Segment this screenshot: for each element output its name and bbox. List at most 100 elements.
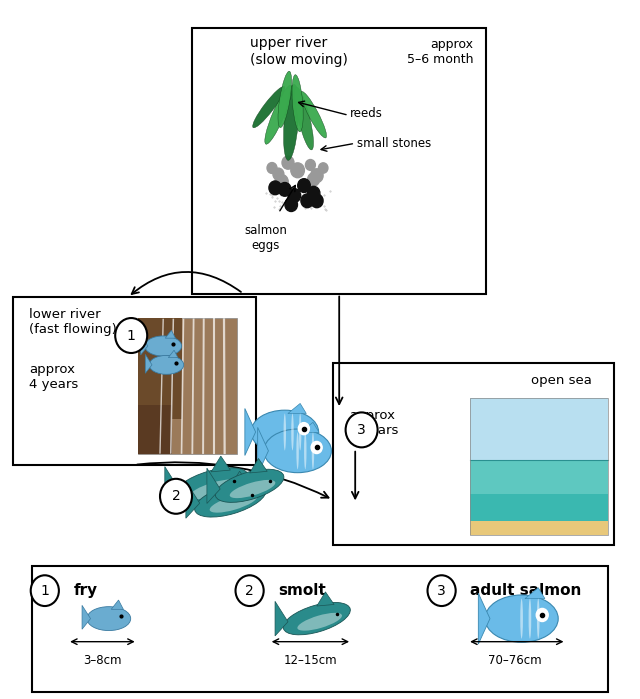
Text: salmon
eggs: salmon eggs	[244, 224, 287, 252]
Polygon shape	[141, 335, 148, 355]
Ellipse shape	[292, 75, 303, 132]
Polygon shape	[288, 403, 307, 414]
Ellipse shape	[174, 468, 248, 504]
Circle shape	[305, 159, 316, 171]
Text: lower river
(fast flowing): lower river (fast flowing)	[29, 308, 116, 336]
Polygon shape	[145, 354, 152, 373]
FancyBboxPatch shape	[138, 405, 172, 454]
Polygon shape	[207, 468, 220, 503]
Ellipse shape	[291, 414, 294, 450]
Polygon shape	[317, 592, 334, 606]
Circle shape	[269, 181, 282, 195]
Ellipse shape	[296, 433, 299, 469]
Polygon shape	[211, 456, 230, 472]
Polygon shape	[165, 331, 175, 338]
Polygon shape	[82, 605, 91, 629]
Text: fry: fry	[74, 583, 98, 598]
Polygon shape	[250, 459, 268, 473]
Ellipse shape	[251, 410, 319, 454]
Circle shape	[291, 163, 305, 178]
Text: 12–15cm: 12–15cm	[284, 654, 337, 668]
Ellipse shape	[195, 482, 266, 517]
Circle shape	[273, 168, 284, 180]
Polygon shape	[245, 408, 255, 456]
Text: upper river
(slow moving): upper river (slow moving)	[250, 36, 348, 66]
Circle shape	[319, 163, 328, 173]
Ellipse shape	[301, 92, 326, 138]
Polygon shape	[230, 471, 249, 487]
Circle shape	[301, 194, 314, 208]
Ellipse shape	[299, 414, 301, 450]
Text: 2: 2	[245, 584, 254, 598]
Circle shape	[307, 187, 320, 200]
FancyBboxPatch shape	[192, 28, 486, 294]
FancyBboxPatch shape	[13, 297, 256, 465]
FancyArrowPatch shape	[336, 296, 342, 404]
Ellipse shape	[189, 480, 239, 499]
Text: smolt: smolt	[278, 583, 326, 598]
Ellipse shape	[294, 87, 314, 150]
Text: 3: 3	[357, 423, 366, 437]
Text: approx
4 years: approx 4 years	[29, 363, 78, 391]
Ellipse shape	[537, 598, 540, 639]
Ellipse shape	[298, 613, 342, 630]
Ellipse shape	[312, 433, 314, 469]
Ellipse shape	[210, 493, 257, 512]
Ellipse shape	[265, 85, 292, 144]
Circle shape	[310, 168, 323, 182]
FancyBboxPatch shape	[470, 521, 608, 535]
Circle shape	[288, 189, 301, 202]
Ellipse shape	[529, 598, 531, 639]
Polygon shape	[111, 600, 124, 610]
FancyBboxPatch shape	[32, 566, 608, 692]
FancyArrowPatch shape	[137, 462, 328, 498]
FancyBboxPatch shape	[138, 318, 237, 454]
Circle shape	[115, 318, 147, 353]
Polygon shape	[186, 482, 200, 518]
Ellipse shape	[520, 598, 523, 639]
Ellipse shape	[278, 71, 292, 128]
Polygon shape	[165, 467, 179, 505]
Text: 2: 2	[172, 489, 180, 503]
Ellipse shape	[284, 85, 299, 160]
Circle shape	[346, 412, 378, 447]
Polygon shape	[478, 593, 490, 644]
Circle shape	[278, 182, 291, 196]
Circle shape	[311, 442, 322, 454]
FancyBboxPatch shape	[470, 460, 608, 493]
Circle shape	[308, 173, 319, 186]
FancyBboxPatch shape	[470, 493, 608, 521]
Ellipse shape	[149, 355, 184, 375]
Text: 3: 3	[437, 584, 446, 598]
FancyArrowPatch shape	[352, 452, 358, 498]
Circle shape	[298, 179, 310, 192]
Ellipse shape	[87, 607, 131, 630]
Text: approx
5–6 month: approx 5–6 month	[407, 38, 474, 66]
Circle shape	[31, 575, 59, 606]
FancyArrowPatch shape	[132, 272, 241, 294]
FancyBboxPatch shape	[138, 318, 182, 419]
Circle shape	[267, 163, 277, 173]
Circle shape	[298, 423, 309, 435]
Text: small stones: small stones	[357, 137, 431, 150]
Ellipse shape	[485, 595, 558, 642]
Circle shape	[536, 608, 548, 621]
Text: 1: 1	[40, 584, 49, 598]
Ellipse shape	[304, 433, 307, 469]
Ellipse shape	[284, 414, 286, 450]
Circle shape	[275, 175, 288, 189]
Polygon shape	[275, 601, 288, 636]
Text: approx
5 years: approx 5 years	[349, 409, 398, 437]
Ellipse shape	[253, 86, 285, 128]
Circle shape	[285, 198, 298, 212]
Circle shape	[428, 575, 456, 606]
Polygon shape	[525, 588, 545, 598]
Text: open sea: open sea	[531, 374, 592, 387]
Ellipse shape	[284, 603, 350, 635]
Circle shape	[282, 156, 294, 169]
FancyBboxPatch shape	[333, 363, 614, 545]
Ellipse shape	[145, 336, 182, 356]
Ellipse shape	[230, 480, 275, 498]
Polygon shape	[301, 422, 319, 433]
FancyBboxPatch shape	[470, 398, 608, 460]
